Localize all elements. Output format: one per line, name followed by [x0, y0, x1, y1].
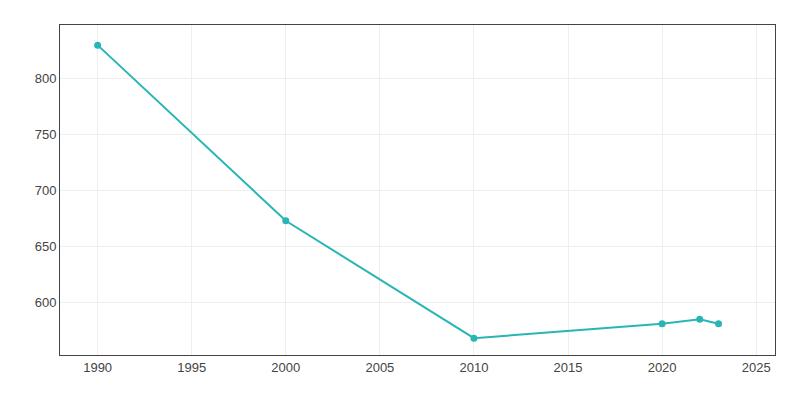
- svg-text:700: 700: [35, 183, 57, 198]
- svg-text:2000: 2000: [271, 360, 300, 375]
- svg-text:2005: 2005: [365, 360, 394, 375]
- svg-text:750: 750: [35, 127, 57, 142]
- svg-text:2025: 2025: [742, 360, 771, 375]
- svg-text:2020: 2020: [648, 360, 677, 375]
- svg-text:800: 800: [35, 71, 57, 86]
- svg-text:2015: 2015: [554, 360, 583, 375]
- svg-text:600: 600: [35, 295, 57, 310]
- svg-text:1995: 1995: [177, 360, 206, 375]
- svg-text:650: 650: [35, 239, 57, 254]
- svg-text:2010: 2010: [459, 360, 488, 375]
- svg-text:1990: 1990: [83, 360, 112, 375]
